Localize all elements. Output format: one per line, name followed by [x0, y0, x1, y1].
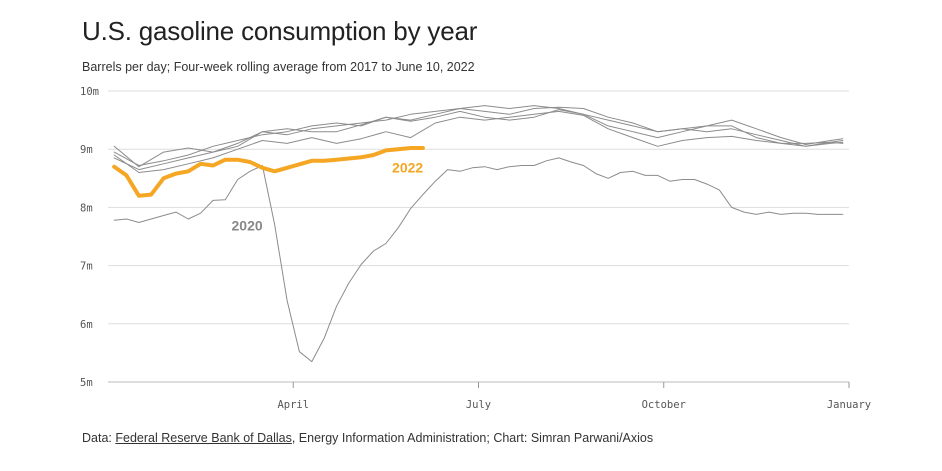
series-line [113, 106, 844, 168]
x-axis-ticks: April July October January [277, 382, 871, 411]
chart-subtitle: Barrels per day; Four-week rolling avera… [82, 60, 475, 74]
footer-prefix: Data: [82, 431, 116, 445]
x-tick-label: October [642, 399, 686, 411]
series-line-highlight [112, 146, 425, 198]
source-link[interactable]: Federal Reserve Bank of Dallas [115, 431, 292, 445]
gridlines [108, 90, 849, 383]
y-axis-ticks: 5m 6m 7m 8m 9m 10m [80, 86, 99, 389]
x-tick-label: July [466, 399, 491, 411]
x-tick-label: April [277, 399, 309, 411]
chart-title: U.S. gasoline consumption by year [82, 16, 478, 46]
y-tick-label: 9m [80, 144, 93, 156]
line-chart: 5m 6m 7m 8m 9m 10m April July October January 20… [80, 86, 871, 411]
y-tick-label: 5m [80, 377, 93, 389]
series-annotations: 2022 2020 [232, 159, 424, 233]
chart-footer: Data: Federal Reserve Bank of Dallas, En… [82, 431, 653, 445]
series-line [113, 110, 844, 173]
series-line [113, 109, 844, 171]
footer-suffix: , Energy Information Administration; Cha… [291, 431, 654, 445]
series-annotation: 2020 [232, 218, 263, 234]
y-tick-label: 6m [80, 319, 93, 331]
series-annotation: 2022 [392, 159, 423, 175]
series-line [113, 105, 844, 166]
x-tick-label: January [827, 399, 871, 411]
y-tick-label: 10m [80, 86, 99, 98]
y-tick-label: 8m [80, 202, 93, 214]
y-tick-label: 7m [80, 261, 93, 273]
series-lines [112, 105, 844, 363]
series-line [113, 157, 844, 363]
